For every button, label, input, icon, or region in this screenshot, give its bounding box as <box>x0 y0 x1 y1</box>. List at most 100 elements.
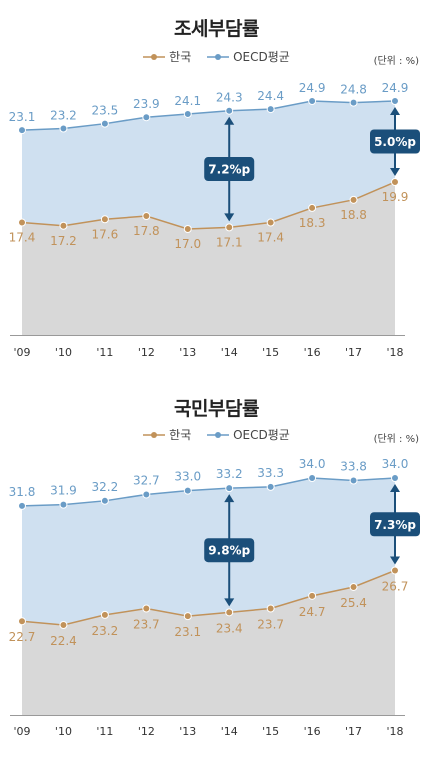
legend-item-oecd: OECD평균 <box>207 48 290 65</box>
oecd-point <box>142 113 151 122</box>
korea-data-label: 17.4 <box>257 231 284 245</box>
arrow-down-icon <box>390 556 400 565</box>
legend-item-korea: 한국 <box>143 426 191 443</box>
chart-legend: 한국 OECD평균 <box>0 48 433 65</box>
korea-point <box>225 223 234 232</box>
oecd-point <box>183 109 192 118</box>
oecd-data-label: 34.0 <box>382 457 409 471</box>
x-tick-label: '14 <box>221 725 238 738</box>
x-tick-label: '09 <box>13 346 30 359</box>
korea-point <box>225 608 234 617</box>
legend-label-korea: 한국 <box>169 428 192 442</box>
x-tick-label: '16 <box>304 346 321 359</box>
arrow-down-icon <box>224 598 235 607</box>
arrow-up-icon <box>224 494 235 503</box>
legend-item-korea: 한국 <box>143 48 191 65</box>
oecd-point <box>266 105 275 114</box>
korea-point <box>100 610 109 619</box>
gap-badge <box>370 129 420 154</box>
korea-data-label: 17.2 <box>50 234 77 248</box>
oecd-data-label: 23.5 <box>92 104 119 118</box>
x-tick-label: '13 <box>179 725 196 738</box>
korea-data-label: 17.4 <box>9 231 36 245</box>
x-tick-label: '10 <box>55 346 72 359</box>
oecd-point <box>308 474 317 482</box>
korea-area <box>22 182 395 335</box>
arrow-up-icon <box>390 484 400 492</box>
x-tick-label: '15 <box>262 346 279 359</box>
korea-data-label: 23.4 <box>216 621 243 635</box>
korea-point <box>183 225 192 233</box>
legend-marker-oecd-icon <box>207 431 230 438</box>
korea-data-label: 23.7 <box>257 618 284 632</box>
chart-title: 조세부담률 <box>174 18 259 40</box>
x-tick-label: '11 <box>96 725 113 738</box>
korea-data-label: 22.4 <box>50 634 77 648</box>
gap-annotation: 9.8%p <box>204 494 255 607</box>
korea-point <box>59 221 68 230</box>
x-tick-label: '14 <box>221 346 238 359</box>
gap-annotation: 5.0%p <box>370 107 420 177</box>
legend-marker-korea-icon <box>143 53 166 60</box>
korea-point <box>308 591 317 600</box>
unit-label: (단위 : %) <box>373 56 419 67</box>
korea-data-label: 17.0 <box>174 237 201 251</box>
x-tick-label: '09 <box>13 725 30 738</box>
oecd-line <box>21 100 396 131</box>
gap-badge <box>204 157 255 182</box>
oecd-data-label: 33.0 <box>174 470 201 484</box>
gap-annotation: 7.3%p <box>370 484 420 565</box>
korea-data-label: 17.6 <box>92 227 119 241</box>
gap-badge-label: 5.0%p <box>374 135 416 149</box>
korea-point <box>183 612 192 621</box>
x-tick-label: '15 <box>262 725 279 738</box>
korea-point <box>266 604 275 613</box>
oecd-data-label: 24.4 <box>257 89 284 103</box>
oecd-point <box>18 501 26 510</box>
korea-point <box>308 203 317 212</box>
korea-data-label: 19.9 <box>382 190 409 204</box>
arrow-up-icon <box>390 107 400 115</box>
arrow-up-icon <box>224 116 235 125</box>
korea-point <box>349 582 358 591</box>
oecd-point <box>142 490 151 499</box>
korea-data-label: 23.7 <box>133 618 160 632</box>
gap-annotation: 7.2%p <box>204 116 255 222</box>
oecd-data-label: 33.2 <box>216 467 243 481</box>
x-tick-label: '16 <box>304 725 321 738</box>
oecd-point <box>18 126 26 135</box>
oecd-point <box>225 106 234 115</box>
legend-marker-oecd-icon <box>207 53 230 60</box>
korea-point <box>18 218 26 227</box>
korea-point <box>100 215 109 224</box>
chart-legend: 한국 OECD평균 <box>0 426 433 443</box>
gap-badge-label: 7.2%p <box>208 163 250 177</box>
korea-data-label: 22.7 <box>9 630 36 644</box>
x-tick-label: '12 <box>138 346 155 359</box>
x-tick-label: '12 <box>138 725 155 738</box>
oecd-point <box>349 98 358 107</box>
oecd-data-label: 24.3 <box>216 91 243 105</box>
oecd-point <box>225 484 234 493</box>
arrow-down-icon <box>224 213 235 222</box>
oecd-point <box>391 97 399 105</box>
oecd-data-label: 23.1 <box>9 110 36 124</box>
korea-line <box>21 569 396 626</box>
oecd-data-label: 23.2 <box>50 109 77 123</box>
oecd-data-label: 33.8 <box>340 460 367 474</box>
chart-panel-tax-burden: 조세부담률 한국 OECD평균 (단위 : %) 23.1 17.4 '09 23.2… <box>0 18 433 359</box>
x-tick-label: '13 <box>179 346 196 359</box>
oecd-point <box>100 496 109 505</box>
legend-label-oecd: OECD평균 <box>233 50 290 64</box>
x-tick-label: '17 <box>345 346 362 359</box>
oecd-point <box>100 119 109 128</box>
korea-point <box>18 617 26 626</box>
oecd-data-label: 32.2 <box>92 480 119 494</box>
oecd-data-label: 24.9 <box>382 81 409 95</box>
x-tick-label: '18 <box>386 346 403 359</box>
oecd-point <box>391 474 399 482</box>
korea-data-label: 23.1 <box>174 625 201 639</box>
korea-data-label: 17.8 <box>133 224 160 238</box>
oecd-point <box>59 124 68 133</box>
chart-title: 국민부담률 <box>174 398 259 420</box>
